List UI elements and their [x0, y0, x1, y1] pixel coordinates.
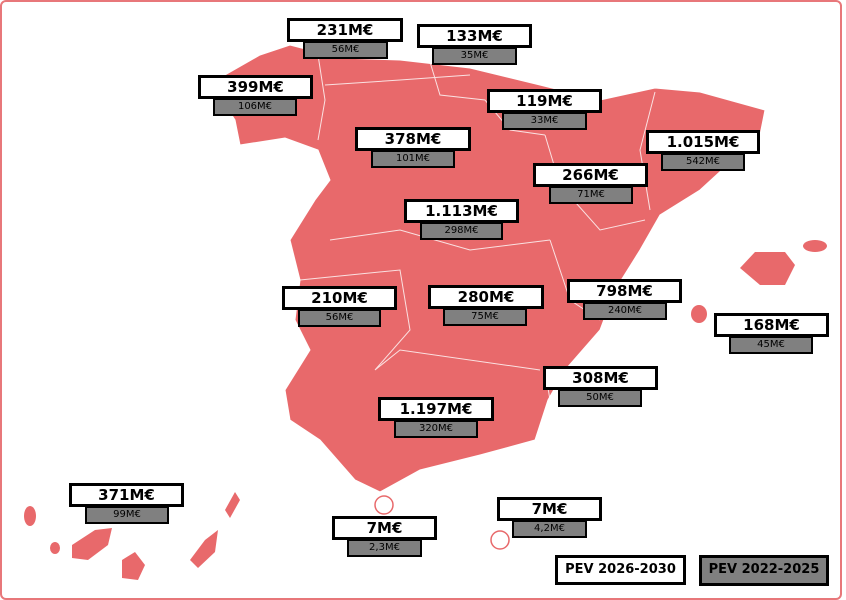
- pev-2026-2030-value: 378M€: [355, 127, 471, 151]
- pev-2026-2030-value: 308M€: [543, 366, 658, 390]
- pev-2022-2025-value: 75M€: [443, 308, 527, 326]
- ceuta-marker: [374, 495, 394, 515]
- pev-2026-2030-value: 1.113M€: [404, 199, 519, 223]
- pev-2022-2025-value: 50M€: [558, 389, 642, 407]
- pev-2026-2030-value: 133M€: [417, 24, 532, 48]
- pev-2026-2030-value: 231M€: [287, 18, 403, 42]
- pev-2026-2030-value: 280M€: [428, 285, 544, 309]
- pev-2022-2025-value: 56M€: [298, 309, 381, 327]
- pev-2026-2030-value: 210M€: [282, 286, 397, 310]
- pev-2022-2025-value: 240M€: [583, 302, 667, 320]
- pev-2026-2030-value: 266M€: [533, 163, 648, 187]
- pev-2026-2030-value: 7M€: [332, 516, 437, 540]
- pev-2026-2030-value: 119M€: [487, 89, 602, 113]
- pev-2022-2025-value: 320M€: [394, 420, 478, 438]
- pev-2022-2025-value: 101M€: [371, 150, 455, 168]
- pev-2022-2025-value: 45M€: [729, 336, 813, 354]
- pev-2022-2025-value: 33M€: [502, 112, 587, 130]
- balearic-islands: [691, 240, 827, 323]
- pev-2022-2025-value: 99M€: [85, 506, 169, 524]
- melilla-marker: [490, 530, 510, 550]
- pev-2022-2025-value: 35M€: [432, 47, 517, 65]
- legend-pev-2026-2030: PEV 2026-2030: [555, 555, 686, 585]
- canary-islands: [24, 492, 240, 580]
- pev-2022-2025-value: 71M€: [549, 186, 633, 204]
- legend-pev-2022-2025: PEV 2022-2025: [699, 555, 829, 586]
- pev-2026-2030-value: 1.015M€: [646, 130, 760, 154]
- pev-2026-2030-value: 7M€: [497, 497, 602, 521]
- pev-2022-2025-value: 106M€: [213, 98, 297, 116]
- pev-2022-2025-value: 2,3M€: [347, 539, 422, 557]
- pev-2026-2030-value: 371M€: [69, 483, 184, 507]
- pev-2022-2025-value: 4,2M€: [512, 520, 587, 538]
- pev-2026-2030-value: 168M€: [714, 313, 829, 337]
- pev-2022-2025-value: 298M€: [420, 222, 503, 240]
- pev-2026-2030-value: 798M€: [567, 279, 682, 303]
- pev-2026-2030-value: 1.197M€: [378, 397, 494, 421]
- pev-2026-2030-value: 399M€: [198, 75, 313, 99]
- pev-2022-2025-value: 542M€: [661, 153, 745, 171]
- pev-2022-2025-value: 56M€: [303, 41, 388, 59]
